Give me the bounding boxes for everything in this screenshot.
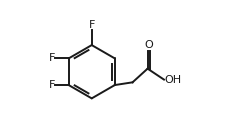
Text: F: F xyxy=(49,53,55,63)
Text: F: F xyxy=(49,80,55,90)
Text: F: F xyxy=(88,20,95,30)
Text: OH: OH xyxy=(165,75,182,85)
Text: O: O xyxy=(144,40,153,50)
